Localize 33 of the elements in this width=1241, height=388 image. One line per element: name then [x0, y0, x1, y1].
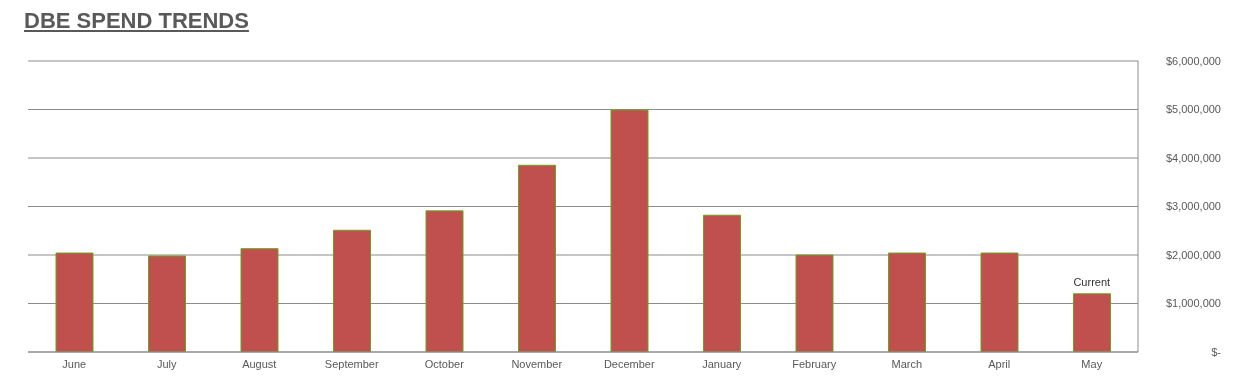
x-tick-label: March — [891, 357, 923, 370]
x-tick-label: February — [792, 357, 837, 370]
y-tick-label: $4,000,000 — [1165, 151, 1221, 164]
bar — [333, 229, 371, 352]
x-tick-label: January — [702, 357, 742, 370]
x-tick-label: July — [156, 357, 178, 370]
y-tick-label: $- — [1211, 345, 1222, 358]
bar — [1073, 293, 1111, 352]
bar — [425, 210, 464, 352]
x-tick-label: September — [324, 357, 379, 370]
x-tick-label: December — [603, 357, 655, 370]
y-tick-label: $2,000,000 — [1165, 248, 1221, 261]
annotation: Current — [1073, 275, 1111, 288]
bar — [55, 252, 94, 352]
x-tick-label: October — [424, 357, 465, 370]
x-tick-label: November — [511, 357, 563, 370]
chart-title: DBE SPEND TRENDS — [24, 8, 250, 35]
bar — [240, 248, 279, 352]
x-tick-label: June — [62, 357, 87, 370]
y-tick-label: $1,000,000 — [1165, 297, 1221, 310]
x-tick-label: April — [988, 357, 1011, 370]
y-tick-label: $3,000,000 — [1165, 200, 1221, 213]
bar — [888, 252, 926, 352]
y-tick-label: $6,000,000 — [1165, 54, 1221, 67]
bar — [518, 164, 556, 352]
x-tick-label: May — [1081, 357, 1103, 370]
bar — [610, 109, 649, 352]
bar — [703, 214, 741, 352]
x-tick-label: August — [242, 357, 277, 370]
bar — [795, 254, 834, 352]
y-tick-label: $5,000,000 — [1165, 103, 1221, 116]
bar — [148, 255, 186, 352]
bar — [980, 252, 1019, 352]
